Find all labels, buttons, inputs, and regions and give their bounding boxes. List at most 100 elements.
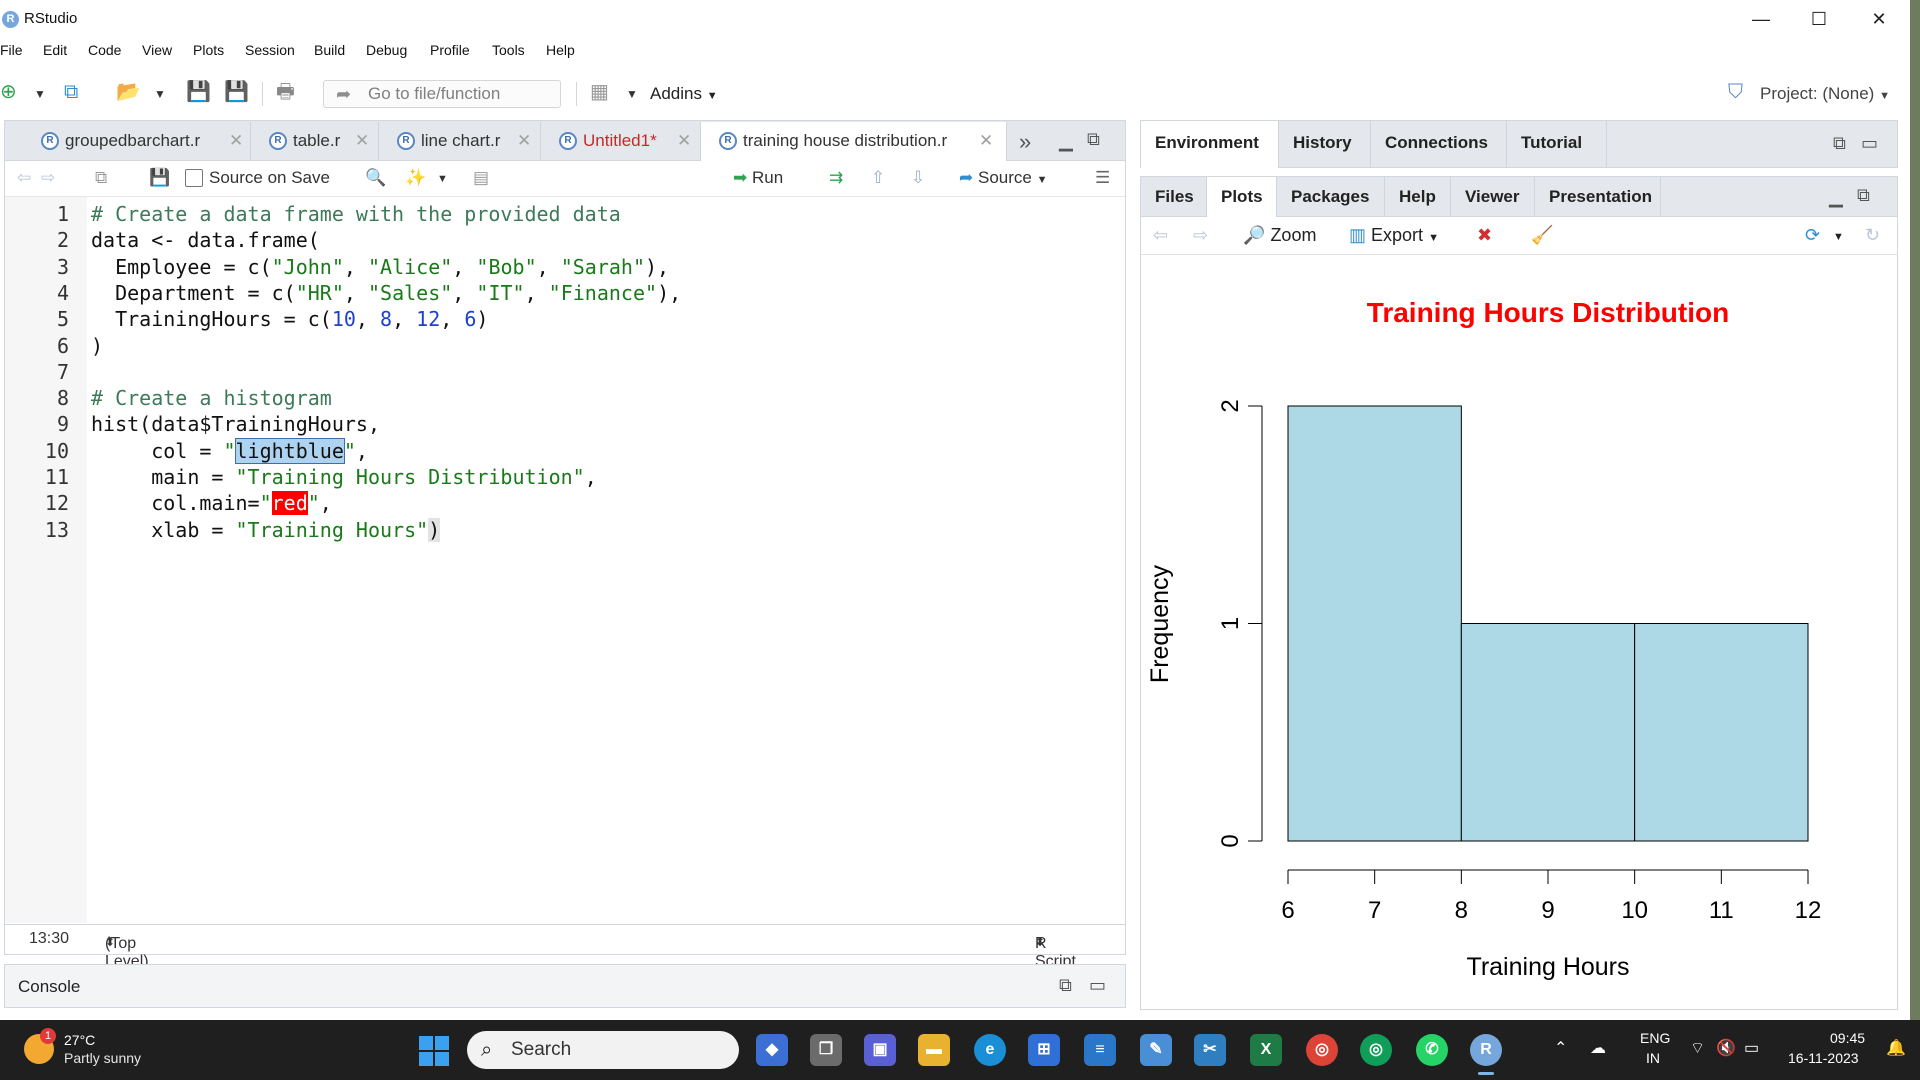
env-maximize-icon[interactable]: ▭ bbox=[1861, 133, 1879, 153]
tab-viewer[interactable]: Viewer bbox=[1451, 177, 1535, 217]
code-line[interactable]: hist(data$TrainingHours, bbox=[91, 412, 380, 437]
show-in-window-icon[interactable]: ⧉ bbox=[95, 168, 108, 187]
onedrive-cloud-icon[interactable]: ☁ bbox=[1590, 1040, 1606, 1057]
show-hidden-icons-chevron-icon[interactable]: ⌃ bbox=[1554, 1040, 1568, 1057]
code-line[interactable]: xlab = "Training Hours") bbox=[91, 517, 441, 542]
tab-tutorial[interactable]: Tutorial bbox=[1507, 121, 1607, 167]
menu-profile[interactable]: Profile bbox=[430, 42, 470, 58]
menu-tools[interactable]: Tools bbox=[492, 42, 525, 58]
goto-file-input[interactable]: ➦ Go to file/function bbox=[323, 80, 561, 108]
save-icon[interactable]: 💾 bbox=[186, 81, 211, 103]
menu-code[interactable]: Code bbox=[88, 42, 122, 58]
new-file-dropdown-icon[interactable]: ▼ bbox=[34, 87, 46, 101]
tab-table[interactable]: R table.r ✕ bbox=[251, 122, 379, 161]
menu-build[interactable]: Build bbox=[314, 42, 346, 58]
source-on-save-checkbox[interactable]: Source on Save bbox=[185, 168, 330, 188]
code-line[interactable]: TrainingHours = c(10, 8, 12, 6) bbox=[91, 307, 489, 332]
close-tab-icon[interactable]: ✕ bbox=[517, 131, 532, 150]
notepad-icon[interactable]: ≡ bbox=[1084, 1034, 1116, 1066]
open-file-dropdown-icon[interactable]: ▼ bbox=[154, 87, 166, 101]
save-all-icon[interactable]: 💾 bbox=[224, 81, 249, 103]
teams-chat-icon[interactable]: ▣ bbox=[864, 1034, 896, 1066]
next-plot-icon[interactable]: ⇨ bbox=[1193, 225, 1209, 245]
minimize-button[interactable]: — bbox=[1752, 9, 1770, 29]
tab-line-chart[interactable]: R line chart.r ✕ bbox=[379, 122, 541, 161]
rerun-icon[interactable]: ⇉ bbox=[829, 168, 844, 187]
menu-plots[interactable]: Plots bbox=[193, 42, 225, 58]
project-menu[interactable]: Project: (None) ▼ bbox=[1760, 84, 1890, 104]
new-project-icon[interactable]: ⧉ bbox=[64, 81, 79, 103]
workspace-panes-icon[interactable]: ▦ bbox=[590, 81, 609, 103]
notifications-bell-icon[interactable]: 🔔 bbox=[1886, 1040, 1906, 1057]
compile-report-icon[interactable]: ▤ bbox=[473, 168, 490, 187]
source-button[interactable]: ➦ Source ▼ bbox=[959, 168, 1047, 188]
close-button[interactable]: ✕ bbox=[1871, 9, 1887, 29]
code-tools-dropdown-icon[interactable]: ▼ bbox=[437, 173, 448, 185]
code-line[interactable]: ) bbox=[91, 333, 104, 358]
save-file-icon[interactable]: 💾 bbox=[149, 168, 171, 187]
tab-history[interactable]: History bbox=[1279, 121, 1371, 167]
remove-plot-icon[interactable]: ✖ bbox=[1477, 225, 1493, 245]
menu-session[interactable]: Session bbox=[245, 42, 295, 58]
windows-start-button[interactable] bbox=[419, 1036, 449, 1066]
panes-dropdown-icon[interactable]: ▼ bbox=[626, 87, 638, 101]
code-line[interactable]: data <- data.frame( bbox=[91, 228, 320, 253]
code-line[interactable]: # Create a histogram bbox=[91, 386, 332, 411]
tab-files[interactable]: Files bbox=[1141, 177, 1207, 217]
tab-groupedbarchart[interactable]: R groupedbarchart.r ✕ bbox=[23, 122, 251, 161]
console-maximize-icon[interactable]: ▭ bbox=[1089, 975, 1107, 995]
addins-button[interactable]: Addins ▼ bbox=[650, 84, 718, 104]
env-minimize-icon[interactable]: ⧉ bbox=[1833, 133, 1846, 153]
rstudio-taskbar-icon[interactable]: R bbox=[1470, 1034, 1502, 1075]
edge-browser-icon[interactable]: e bbox=[974, 1034, 1006, 1066]
previous-plot-icon[interactable]: ⇦ bbox=[1153, 225, 1169, 245]
code-line[interactable]: main = "Training Hours Distribution", bbox=[91, 465, 597, 489]
menu-help[interactable]: Help bbox=[546, 42, 575, 58]
speaker-muted-icon[interactable]: 🔇 bbox=[1716, 1040, 1736, 1057]
wifi-icon[interactable]: ⌔ bbox=[1690, 1040, 1706, 1057]
maximize-button[interactable]: ☐ bbox=[1810, 9, 1828, 29]
tab-plots[interactable]: Plots bbox=[1207, 177, 1277, 218]
code-line[interactable]: # Create a data frame with the provided … bbox=[91, 202, 621, 226]
code-line[interactable]: Department = c("HR", "Sales", "IT", "Fin… bbox=[91, 280, 682, 305]
excel-icon[interactable]: X bbox=[1250, 1034, 1282, 1066]
close-tab-icon[interactable]: ✕ bbox=[677, 131, 692, 150]
zoom-button[interactable]: 🔎 Zoom bbox=[1243, 225, 1316, 246]
language-indicator-in[interactable]: IN bbox=[1646, 1050, 1660, 1066]
close-tab-icon[interactable]: ✕ bbox=[979, 131, 994, 150]
menu-file[interactable]: File bbox=[0, 42, 23, 58]
taskbar-search-box[interactable]: ⌕ Search bbox=[467, 1031, 739, 1069]
whatsapp-icon[interactable]: ✆ bbox=[1416, 1034, 1448, 1066]
pdf-editor-icon[interactable]: ✎ bbox=[1140, 1034, 1172, 1066]
language-indicator-eng[interactable]: ENG bbox=[1640, 1030, 1671, 1046]
copilot-app-icon[interactable]: ◆ bbox=[756, 1034, 788, 1066]
publish-dropdown-icon[interactable]: ▼ bbox=[1833, 231, 1844, 243]
print-icon[interactable]: 🖶 bbox=[276, 81, 295, 103]
more-tabs-icon[interactable]: » bbox=[1019, 129, 1032, 154]
code-line[interactable]: col = "lightblue", bbox=[91, 437, 368, 464]
battery-icon[interactable]: ▭ bbox=[1744, 1040, 1760, 1057]
refresh-plot-icon[interactable]: ↻ bbox=[1865, 225, 1881, 245]
clear-all-plots-icon[interactable]: 🧹 bbox=[1531, 225, 1554, 245]
clock-time[interactable]: 09:45 bbox=[1830, 1030, 1866, 1046]
minimize-pane-icon[interactable]: ▁ bbox=[1059, 131, 1073, 151]
plots-maximize-icon[interactable]: ⧉ bbox=[1857, 185, 1870, 205]
go-to-previous-section-icon[interactable]: ⇧ bbox=[871, 168, 886, 187]
code-line[interactable]: Employee = c("John", "Alice", "Bob", "Sa… bbox=[91, 254, 670, 279]
open-file-icon[interactable]: 📂 bbox=[116, 81, 141, 103]
clock-date[interactable]: 16-11-2023 bbox=[1788, 1050, 1859, 1066]
publish-icon[interactable]: ⟳ bbox=[1805, 225, 1821, 245]
tab-packages[interactable]: Packages bbox=[1277, 177, 1385, 217]
tab-training-house-distribution[interactable]: R training house distribution.r ✕ bbox=[701, 122, 1007, 162]
maximize-pane-icon[interactable]: ⧉ bbox=[1087, 129, 1100, 149]
code-area[interactable]: # Create a data frame with the provided … bbox=[91, 197, 1121, 923]
run-button[interactable]: ➡ Run bbox=[733, 168, 783, 188]
tab-presentation[interactable]: Presentation bbox=[1535, 177, 1661, 217]
console-pane[interactable]: Console ⧉ ▭ bbox=[4, 964, 1126, 1008]
menu-view[interactable]: View bbox=[142, 42, 173, 58]
task-view-icon[interactable]: ❐ bbox=[810, 1034, 842, 1066]
plots-minimize-icon[interactable]: ▁ bbox=[1829, 187, 1843, 207]
find-replace-icon[interactable]: 🔍 bbox=[365, 168, 387, 187]
chrome-profile-2-icon[interactable]: ◎ bbox=[1360, 1034, 1392, 1066]
tab-connections[interactable]: Connections bbox=[1371, 121, 1507, 167]
